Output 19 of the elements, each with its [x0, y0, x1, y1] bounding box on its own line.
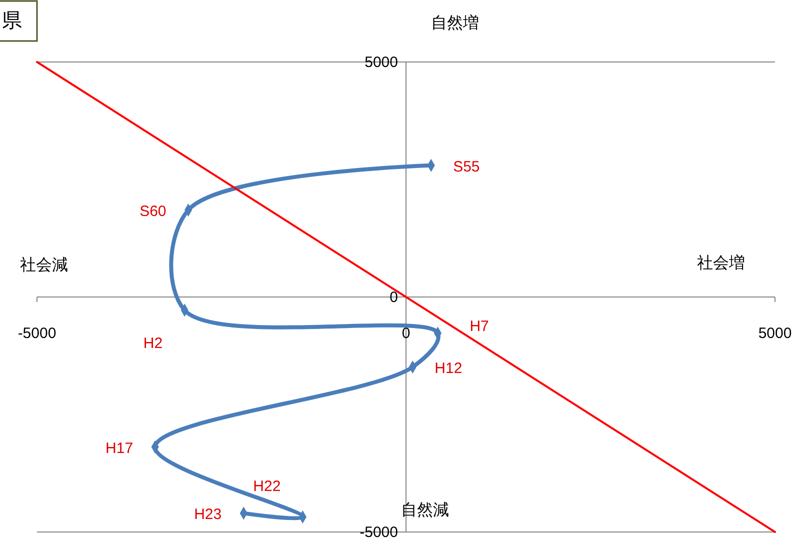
- text: 自然増: [431, 14, 479, 32]
- annotation: S60: [140, 203, 166, 220]
- annotation: H12: [434, 360, 462, 378]
- annotation: H22: [253, 478, 281, 495]
- y-tick-label: -5000: [360, 524, 398, 541]
- annotation: H23: [194, 506, 222, 524]
- annotation: H7: [470, 318, 489, 336]
- annotation: H17: [106, 440, 134, 457]
- annotation: 自然減: [401, 501, 449, 519]
- y-tick-label: 5000: [364, 54, 398, 71]
- annotation: 社会減: [20, 256, 68, 274]
- x-tick-label: 5000: [758, 325, 792, 342]
- x-tick-label: 0: [402, 325, 410, 342]
- chart-title: 県: [2, 10, 22, 32]
- y-tick-label: 0: [390, 289, 398, 306]
- annotation: S55: [453, 158, 480, 176]
- x-tick-label: -5000: [18, 325, 56, 342]
- annotation: 社会増: [697, 254, 745, 272]
- annotation: H2: [143, 335, 163, 352]
